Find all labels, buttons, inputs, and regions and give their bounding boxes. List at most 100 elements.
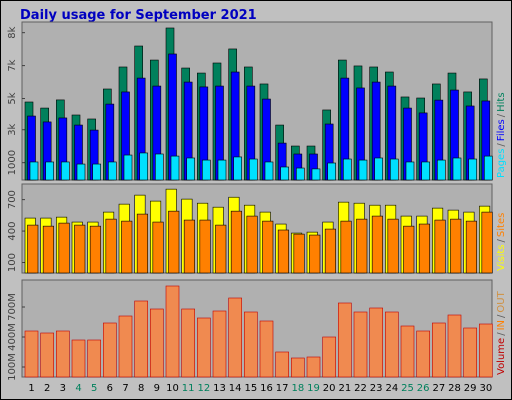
legend-label: Volume xyxy=(496,338,507,375)
bar xyxy=(405,161,415,181)
x-tick-label: 21 xyxy=(338,383,351,394)
legend-separator: / xyxy=(496,332,507,336)
bar xyxy=(233,156,242,181)
y-tick-label: 8k xyxy=(7,26,18,38)
bar xyxy=(275,351,289,378)
bar xyxy=(400,325,415,378)
x-tick-label: 25 xyxy=(401,383,414,394)
bar xyxy=(311,168,321,181)
x-tick-label: 18 xyxy=(291,383,304,394)
bar xyxy=(24,330,39,378)
bar xyxy=(74,224,86,274)
x-tick-label: 27 xyxy=(432,383,445,394)
legend-separator: / xyxy=(496,238,507,242)
legend-separator: / xyxy=(496,113,507,117)
bar xyxy=(40,332,54,378)
bar xyxy=(150,308,164,378)
x-tick-label: 26 xyxy=(417,383,430,394)
x-tick-label: 16 xyxy=(260,383,273,394)
bar xyxy=(465,220,477,274)
bar xyxy=(259,320,274,378)
bar xyxy=(134,300,148,378)
bar xyxy=(61,161,70,181)
bar xyxy=(343,158,352,181)
bar xyxy=(296,167,305,181)
bar xyxy=(322,336,336,378)
bar xyxy=(108,161,117,181)
bar xyxy=(123,154,133,181)
y-tick-label: 700M xyxy=(7,293,18,321)
legend-label: IN xyxy=(496,320,507,330)
x-tick-label: 14 xyxy=(229,383,242,394)
y-tick-label: 400 xyxy=(7,222,18,241)
bar xyxy=(293,233,305,274)
x-tick-label: 29 xyxy=(464,383,477,394)
bar xyxy=(437,159,446,181)
bar xyxy=(324,228,336,274)
bar xyxy=(385,311,399,378)
x-tick-label: 4 xyxy=(75,383,81,394)
x-tick-label: 9 xyxy=(154,383,160,394)
bar xyxy=(56,330,70,378)
bar xyxy=(353,311,368,378)
bar xyxy=(139,152,148,181)
bar xyxy=(76,163,86,181)
bar xyxy=(42,225,54,274)
bar xyxy=(103,322,117,378)
bar xyxy=(121,220,133,274)
bar xyxy=(434,219,446,274)
x-tick-label: 8 xyxy=(138,383,144,394)
bar xyxy=(418,223,430,274)
bar xyxy=(358,159,368,181)
bar xyxy=(27,224,39,274)
legend-label: Pages xyxy=(496,149,507,178)
x-tick-label: 15 xyxy=(244,383,257,394)
bar xyxy=(432,322,446,378)
bar xyxy=(244,311,258,378)
y-tick-label: 5k xyxy=(7,92,18,104)
legend-label: Sites xyxy=(496,213,507,237)
x-tick-label: 13 xyxy=(213,383,226,394)
bar xyxy=(45,161,54,181)
x-tick-label: 1 xyxy=(28,383,34,394)
x-tick-label: 11 xyxy=(182,383,195,394)
x-tick-label: 10 xyxy=(166,383,179,394)
bar xyxy=(291,357,305,378)
bar xyxy=(246,215,258,274)
x-tick-label: 2 xyxy=(44,383,50,394)
bar xyxy=(202,159,211,181)
x-tick-label: 20 xyxy=(323,383,336,394)
legend-separator: / xyxy=(496,143,507,147)
bar xyxy=(356,218,368,274)
bar xyxy=(309,234,321,274)
bar xyxy=(403,225,415,274)
bar xyxy=(228,297,242,378)
bar xyxy=(387,218,399,274)
bar xyxy=(468,158,477,181)
y-tick-label: 100 xyxy=(7,253,18,272)
legend-label: OUT xyxy=(496,290,507,312)
x-tick-label: 30 xyxy=(479,383,492,394)
bar xyxy=(249,158,258,181)
x-tick-label: 12 xyxy=(197,383,210,394)
bar xyxy=(416,330,430,378)
y-tick-label: 700 xyxy=(7,190,18,209)
x-tick-label: 24 xyxy=(385,383,398,394)
bar xyxy=(212,310,227,378)
bar xyxy=(277,229,289,274)
bar xyxy=(136,213,148,274)
bar xyxy=(280,166,289,181)
bar xyxy=(484,155,493,181)
legend-label: Files xyxy=(496,119,507,141)
bar xyxy=(155,153,164,181)
x-tick-label: 23 xyxy=(370,383,383,394)
bar xyxy=(447,314,462,378)
bar xyxy=(371,215,383,274)
bar xyxy=(340,220,352,274)
bar xyxy=(264,161,274,181)
bar xyxy=(186,157,195,181)
bar xyxy=(183,219,195,274)
x-tick-label: 5 xyxy=(91,383,97,394)
